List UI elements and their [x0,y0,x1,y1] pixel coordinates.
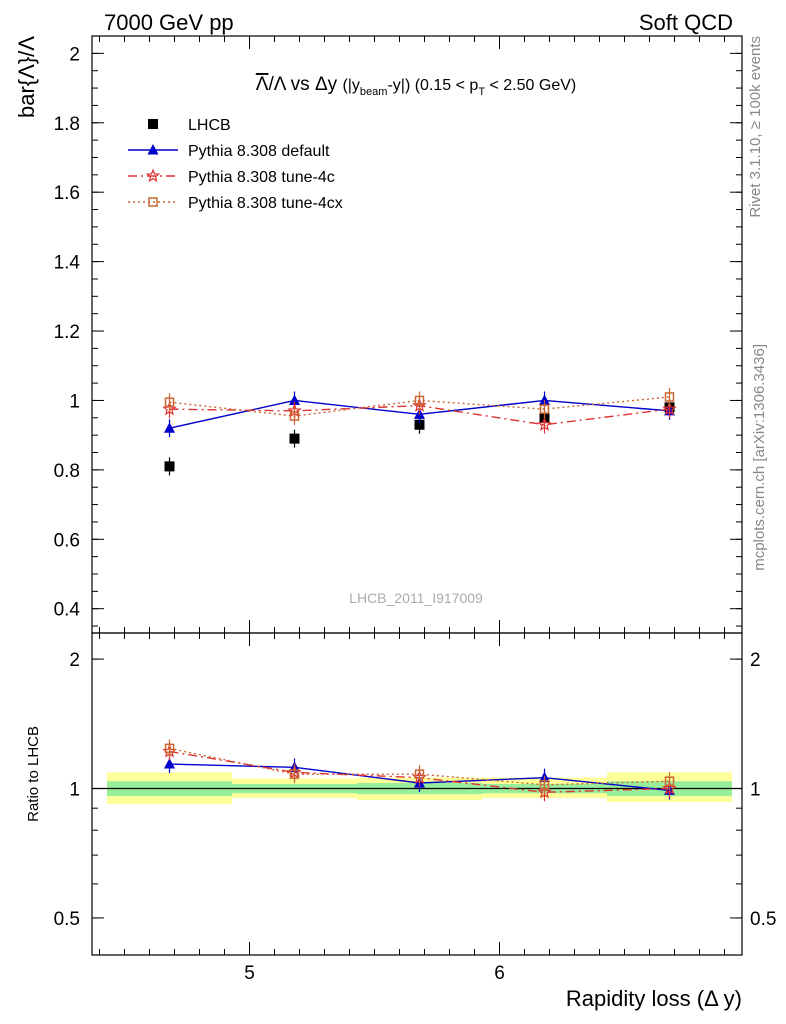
ratio-y-tick-label: 1 [750,780,761,801]
legend-label-tune4cx: Pythia 8.308 tune-4cx [188,195,343,212]
ratio-point-tune4cx [289,769,300,779]
main-y-tick-label: 0.4 [54,600,81,621]
main-point-data [164,461,175,472]
ratio-y-tick-label: 1 [69,780,80,801]
x-tick-label: 5 [244,963,255,984]
main-point-tune4cx [164,397,175,407]
ratio-point-tune4cx [539,780,550,790]
legend-label-data: LHCB [188,117,231,134]
main-point-tune4cx [539,404,550,414]
ratio-point-tune4cx [414,769,425,779]
main-y-tick-label: 1.4 [54,253,81,274]
main-point-default [164,422,175,433]
axis-ticks: 0.4 0.6 0.8 1 1.2 1.4 1.6 1.8 2 0.5 0.5 1 1 2 2 5 6 [54,36,776,984]
main-point-data [414,419,425,430]
main-point-default [289,394,300,405]
title-sub-2: T [478,86,485,98]
title-lambda-bar: Λ [256,74,269,95]
header-left-label: 7000 GeV pp [104,10,234,35]
title-part-3: < 2.50 GeV) [485,77,576,94]
ratio-point-tune4c [662,780,677,795]
main-series-tune4cx [164,387,675,426]
mcplots-side-label: mcplots.cern.ch [arXiv:1306.3436] [751,344,768,571]
main-y-tick-label: 1.6 [54,183,80,204]
ratio-point-default [164,758,175,769]
title-main: /Λ vs Δy [268,74,337,95]
ratio-y-tick-label: 2 [750,650,761,671]
legend-entry-tune4c: Pythia 8.308 tune-4c [128,168,335,186]
plot-title: Λ/Λ vs Δy (|ybeam-y|) (0.15 < pT < 2.50 … [256,74,576,98]
main-point-tune4cx [414,395,425,406]
main-y-tick-label: 2 [69,44,80,65]
legend-marker-data [148,119,158,129]
legend-entry-tune4cx: Pythia 8.308 tune-4cx [128,195,343,212]
main-y-axis-label: bar{Λ}/Λ [14,36,39,118]
main-point-default [539,394,550,405]
legend-entry-default: Pythia 8.308 default [128,143,330,160]
rivet-side-label: Rivet 3.1.10, ≥ 100k events [747,36,764,218]
ratio-series-tune4cx [164,739,675,794]
main-point-tune4c [662,401,677,416]
legend-label-default: Pythia 8.308 default [188,143,330,160]
legend: LHCB Pythia 8.308 default Pythia 8.308 tun… [128,117,343,212]
ratio-plot-frame [91,632,743,956]
ratio-line-tune4cx [169,747,670,786]
main-point-data [289,433,300,444]
ratio-y-tick-label: 0.5 [750,909,776,930]
main-point-tune4cx [289,411,300,421]
main-y-tick-label: 1.2 [54,322,80,343]
legend-marker-tune4c [145,168,161,183]
legend-entry-data: LHCB [148,117,231,134]
main-y-tick-label: 0.6 [54,530,80,551]
main-y-tick-label: 1 [69,391,80,412]
x-axis-label: Rapidity loss (Δ y) [566,986,742,1011]
ratio-point-tune4cx [164,743,175,754]
legend-marker-default [147,144,159,155]
ratio-y-tick-label: 0.5 [54,909,80,930]
ratio-y-tick-label: 2 [69,650,80,671]
ratio-point-tune4cx [664,776,675,786]
ratio-point-tune4c [537,784,552,799]
legend-marker-tune4cx [148,197,158,207]
title-part-2: -y|) (0.15 < p [387,77,478,94]
axis-frames [91,35,743,956]
main-point-tune4cx [664,392,675,402]
title-part-1: (|y [342,77,359,94]
main-y-tick-label: 0.8 [54,461,80,482]
main-point-tune4c [537,417,552,431]
header-right-label: Soft QCD [639,10,733,35]
main-y-tick-label: 1.8 [54,114,80,135]
title-sub-1: beam [360,86,388,98]
series-layer [162,387,677,802]
x-tick-label: 6 [494,963,505,984]
legend-label-tune4c: Pythia 8.308 tune-4c [188,169,335,186]
ratio-y-axis-label: Ratio to LHCB [25,726,42,822]
watermark-label: LHCB_2011_I917009 [349,590,483,606]
main-point-tune4c [162,401,177,416]
